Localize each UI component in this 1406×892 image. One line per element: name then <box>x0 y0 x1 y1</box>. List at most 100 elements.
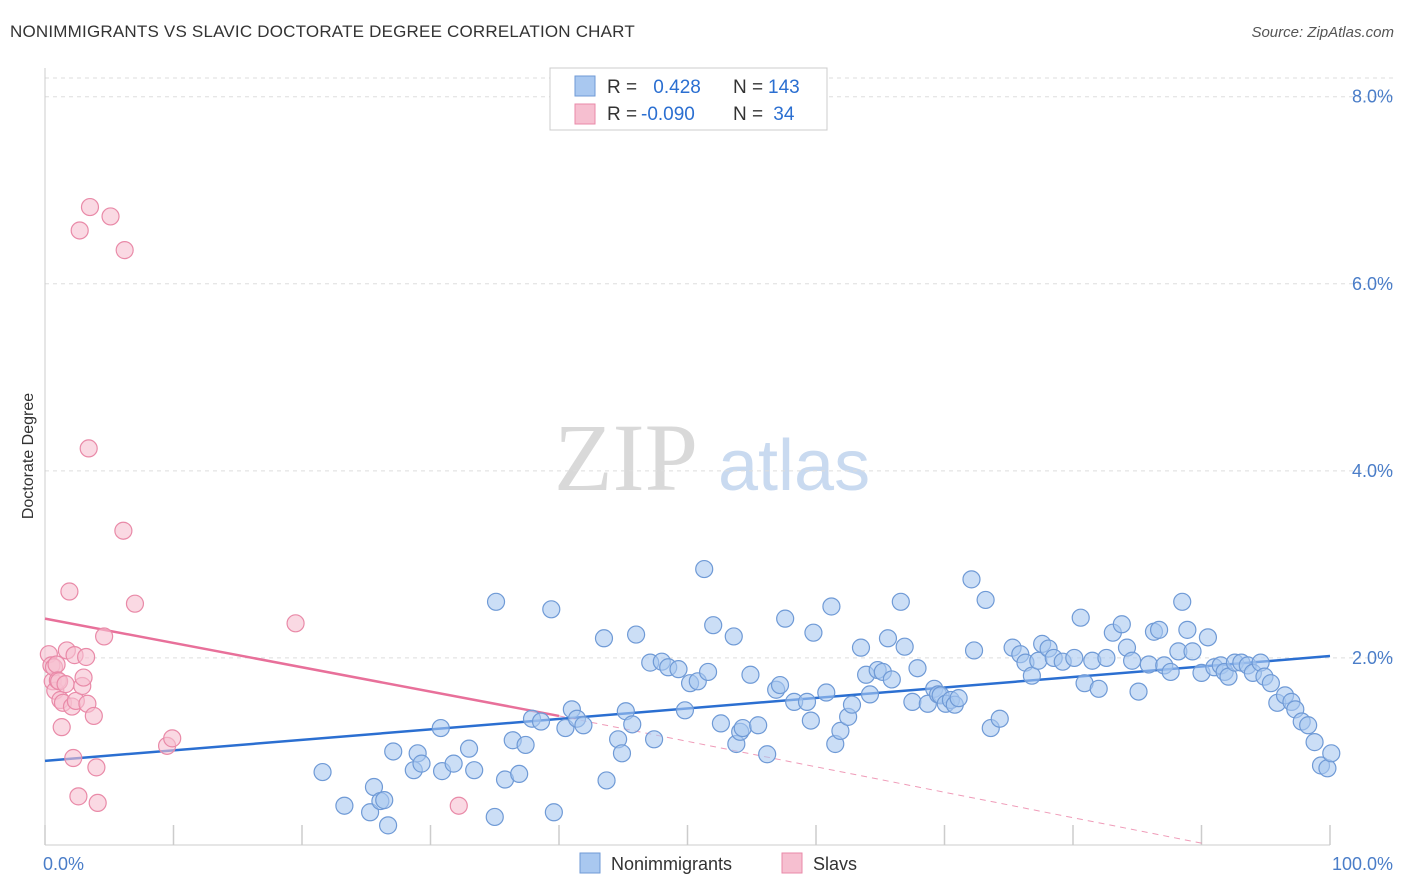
bottom-legend-swatch-slavs <box>781 852 803 874</box>
legend-r-value: -0.090 <box>641 104 695 125</box>
legend-swatch-slavs <box>574 103 596 125</box>
slavs-point <box>87 758 106 777</box>
nonimmigrants-point <box>1198 628 1218 647</box>
nonimmigrants-point <box>1097 648 1116 668</box>
nonimmigrants-point <box>698 662 718 682</box>
nonimmigrants-point <box>459 739 479 758</box>
nonimmigrants-point <box>822 597 841 616</box>
y-tick-label: 8.0% <box>1352 87 1393 107</box>
watermark-atlas: atlas <box>718 426 870 506</box>
nonimmigrants-point <box>695 559 714 579</box>
nonimmigrants-point <box>817 683 836 702</box>
nonimmigrants-point <box>486 592 506 611</box>
nonimmigrants-point <box>1173 592 1192 611</box>
nonimmigrants-point <box>1261 674 1280 693</box>
nonimmigrants-point <box>644 730 664 749</box>
nonimmigrants-point <box>1112 615 1131 634</box>
nonimmigrants-point <box>964 641 984 660</box>
nonimmigrants-point <box>1089 679 1108 698</box>
legend-swatch-nonimmigrants <box>574 75 596 97</box>
slavs-point <box>56 675 75 694</box>
slavs-point <box>80 197 100 217</box>
nonimmigrants-point <box>431 718 450 738</box>
slavs-point <box>114 521 133 540</box>
nonimmigrants-point <box>675 701 695 720</box>
nonimmigrants-point <box>851 638 871 657</box>
slavs-point <box>125 594 145 613</box>
nonimmigrants-point <box>1139 655 1158 674</box>
nonimmigrants-point <box>1299 716 1318 735</box>
nonimmigrants-point <box>1129 682 1148 701</box>
nonimmigrants-point <box>313 762 332 782</box>
slavs-point <box>115 241 134 260</box>
nonimmigrants-point <box>990 709 1009 728</box>
nonimmigrants-point <box>882 670 901 689</box>
nonimmigrants-point <box>384 742 403 761</box>
nonimmigrants-point <box>842 695 862 714</box>
slavs-point <box>286 614 305 633</box>
slavs-point <box>95 627 114 646</box>
legend-n-value: 143 <box>768 77 800 98</box>
nonimmigrants-point <box>891 592 910 611</box>
nonimmigrants-point <box>878 629 898 648</box>
bottom-legend: Nonimmigrants Slavs <box>579 852 857 874</box>
nonimmigrants-point <box>485 807 504 827</box>
nonimmigrants-point <box>895 637 914 656</box>
nonimmigrants-point <box>1183 642 1202 661</box>
legend-r-label: R = <box>607 77 637 98</box>
nonimmigrants-point <box>704 616 723 635</box>
nonimmigrants-point <box>465 761 484 780</box>
nonimmigrants-point <box>1123 651 1142 670</box>
nonimmigrants-point <box>1071 608 1090 627</box>
nonimmigrants-point <box>770 675 790 695</box>
nonimmigrants-point <box>669 660 688 679</box>
nonimmigrants-point <box>516 735 535 755</box>
legend-n-label: N = <box>733 77 763 98</box>
slavs-point <box>163 729 182 748</box>
bottom-legend-swatch-nonimmigrants <box>579 852 601 874</box>
nonimmigrants-point <box>831 721 850 740</box>
nonimmigrants-point <box>597 771 616 790</box>
slavs-trend-line <box>44 617 560 718</box>
y-axis-title: Doctorate Degree <box>20 393 37 519</box>
slavs-point <box>52 718 71 737</box>
legend-r-value: 0.428 <box>648 77 701 98</box>
nonimmigrants-point <box>949 689 968 708</box>
nonimmigrants-point <box>1065 648 1084 668</box>
nonimmigrants-point <box>623 715 642 734</box>
legend: R = 0.428 N = 143 R = -0.090 N = 34 <box>549 67 828 131</box>
nonimmigrants-point <box>412 754 431 773</box>
y-tick-label: 4.0% <box>1352 461 1393 481</box>
nonimmigrants-point <box>749 716 768 735</box>
nonimmigrants-point <box>908 659 927 678</box>
x-tick-label: 100.0% <box>1332 854 1393 874</box>
nonimmigrants-point <box>1022 666 1041 685</box>
slavs-point <box>101 207 120 226</box>
nonimmigrants-point <box>612 744 632 763</box>
source-label: Source: ZipAtlas.com <box>1251 24 1394 41</box>
slavs-point <box>79 439 98 458</box>
slavs-point <box>77 647 96 667</box>
nonimmigrants-point <box>1318 759 1337 778</box>
nonimmigrants-point <box>860 685 880 704</box>
slavs-point <box>69 787 88 806</box>
nonimmigrants-point <box>801 711 820 730</box>
watermark-zip: ZIP <box>554 404 698 511</box>
slavs-point <box>60 582 79 601</box>
legend-n-value: 34 <box>768 104 795 125</box>
slavs-point <box>47 655 66 674</box>
nonimmigrants-point <box>976 590 995 610</box>
nonimmigrants-point <box>741 665 760 684</box>
nonimmigrants-point <box>542 600 561 619</box>
slavs-point <box>84 706 103 726</box>
nonimmigrants-point <box>804 623 823 642</box>
y-tick-label: 6.0% <box>1352 274 1393 294</box>
nonimmigrants-point <box>776 609 795 628</box>
nonimmigrants-point <box>531 712 551 731</box>
nonimmigrants-point <box>1305 733 1324 752</box>
nonimmigrants-point <box>797 692 817 711</box>
nonimmigrants-point <box>1161 662 1180 682</box>
nonimmigrants-point <box>724 627 743 646</box>
nonimmigrants-point <box>378 816 398 835</box>
nonimmigrants-point <box>962 570 981 589</box>
